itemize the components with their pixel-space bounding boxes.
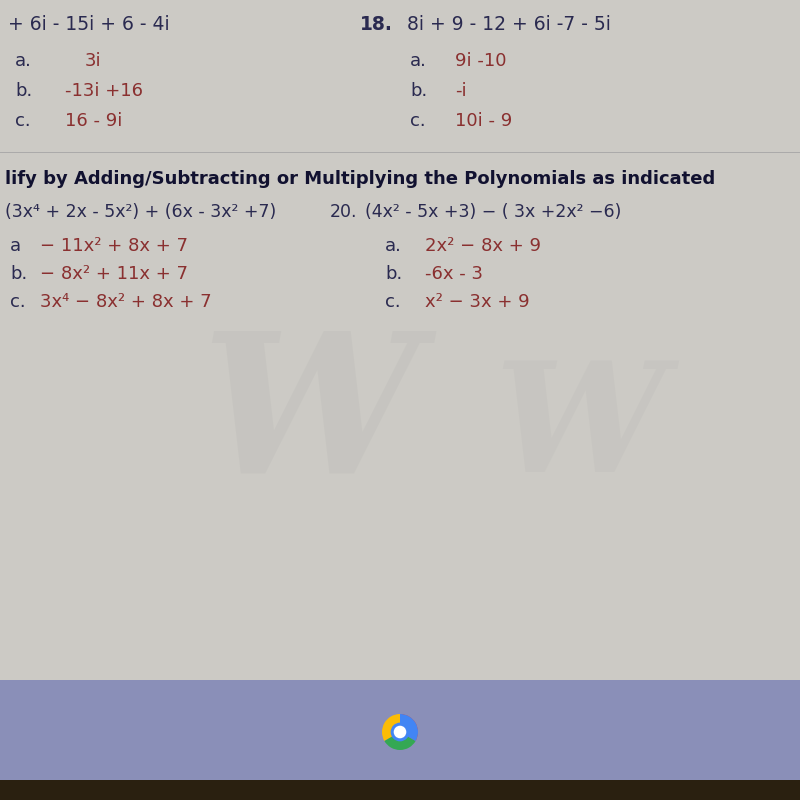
Text: a.: a. [410,52,427,70]
Text: -i: -i [455,82,466,100]
Text: − 8x² + 11x + 7: − 8x² + 11x + 7 [40,265,188,283]
Text: W: W [201,326,419,514]
Text: 10i - 9: 10i - 9 [455,112,512,130]
Text: 2x² − 8x + 9: 2x² − 8x + 9 [425,237,541,255]
Text: 8i + 9 - 12 + 6i -7 - 5i: 8i + 9 - 12 + 6i -7 - 5i [395,15,611,34]
Text: x² − 3x + 9: x² − 3x + 9 [425,293,530,311]
Bar [0,780,800,800]
Circle shape [394,726,406,738]
Text: (3x⁴ + 2x - 5x²) + (6x - 3x² +7): (3x⁴ + 2x - 5x²) + (6x - 3x² +7) [5,203,276,221]
Text: 20.: 20. [330,203,358,221]
Text: 9i -10: 9i -10 [455,52,506,70]
Circle shape [390,722,410,742]
Bar [0,680,800,780]
Text: + 6i - 15i + 6 - 4i: + 6i - 15i + 6 - 4i [8,15,170,34]
Text: b.: b. [385,265,402,283]
Text: 18.: 18. [360,15,393,34]
Text: b.: b. [10,265,27,283]
Wedge shape [400,714,418,741]
Text: b.: b. [15,82,32,100]
Text: lify by Adding/Subtracting or Multiplying the Polynomials as indicated: lify by Adding/Subtracting or Multiplyin… [5,170,715,188]
Text: -13i +16: -13i +16 [65,82,143,100]
Text: (4x² - 5x +3) − ( 3x +2x² −6): (4x² - 5x +3) − ( 3x +2x² −6) [365,203,622,221]
Wedge shape [385,732,415,750]
Text: a: a [10,237,21,255]
Text: a.: a. [15,52,32,70]
Text: -6x - 3: -6x - 3 [425,265,483,283]
Text: c.: c. [385,293,401,311]
Wedge shape [400,714,418,741]
Text: c.: c. [410,112,426,130]
Bar [0,0,800,680]
Text: a.: a. [385,237,402,255]
Text: − 11x² + 8x + 7: − 11x² + 8x + 7 [40,237,188,255]
Text: 3i: 3i [85,52,102,70]
Wedge shape [382,714,400,741]
Text: c.: c. [10,293,26,311]
Text: 16 - 9i: 16 - 9i [65,112,122,130]
Text: W: W [494,355,666,505]
Text: c.: c. [15,112,30,130]
Text: 3x⁴ − 8x² + 8x + 7: 3x⁴ − 8x² + 8x + 7 [40,293,212,311]
Text: b.: b. [410,82,427,100]
